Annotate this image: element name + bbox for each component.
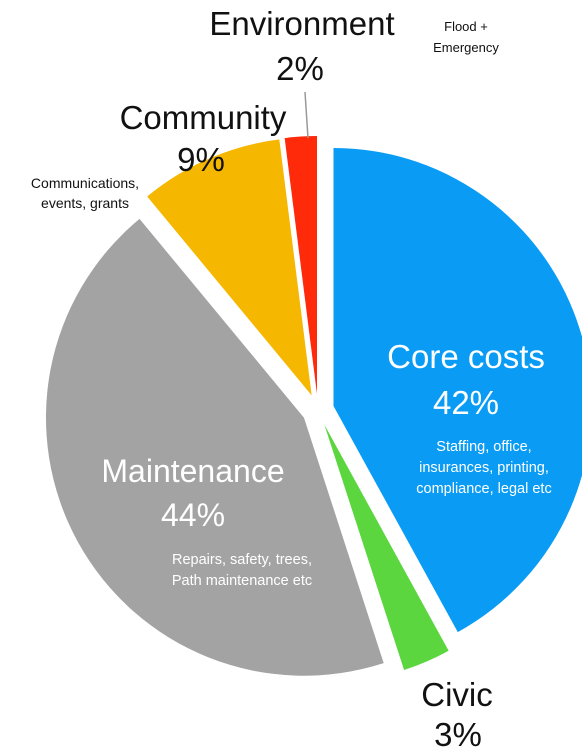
environment-percent: 2%: [276, 50, 324, 87]
environment-label: Environment: [209, 5, 394, 42]
maintenance-label: Maintenance: [101, 453, 284, 489]
pie-slice-community: [147, 139, 312, 396]
maintenance-percent: 44%: [161, 497, 225, 533]
community-description-line-2: events, grants: [41, 195, 129, 211]
community-description-line-1: Communications,: [31, 175, 139, 191]
pie-slices: [45, 136, 582, 676]
pie-slice-environment: [284, 136, 317, 395]
civic-label: Civic: [421, 676, 493, 713]
core-costs-label: Core costs: [387, 338, 545, 375]
pie-slice-civic: [324, 424, 449, 671]
pie-slice-core-costs: [333, 148, 582, 633]
maintenance-description-line-2: Path maintenance etc: [172, 573, 312, 589]
core-costs-percent: 42%: [433, 384, 499, 421]
community-percent: 9%: [177, 141, 225, 178]
core-costs-description-line-2: insurances, printing,: [419, 460, 549, 476]
core-costs-description-line-1: Staffing, office,: [436, 439, 531, 455]
environment-description-line-2: Emergency: [433, 40, 499, 55]
pie-slice-maintenance: [45, 218, 384, 676]
civic-percent: 3%: [434, 716, 482, 753]
maintenance-description-line-1: Repairs, safety, trees,: [172, 552, 312, 568]
environment-leader-line: [304, 91, 309, 139]
environment-description-line-1: Flood +: [444, 19, 488, 34]
core-costs-description-line-3: compliance, legal etc: [416, 481, 551, 497]
community-label: Community: [120, 99, 287, 136]
